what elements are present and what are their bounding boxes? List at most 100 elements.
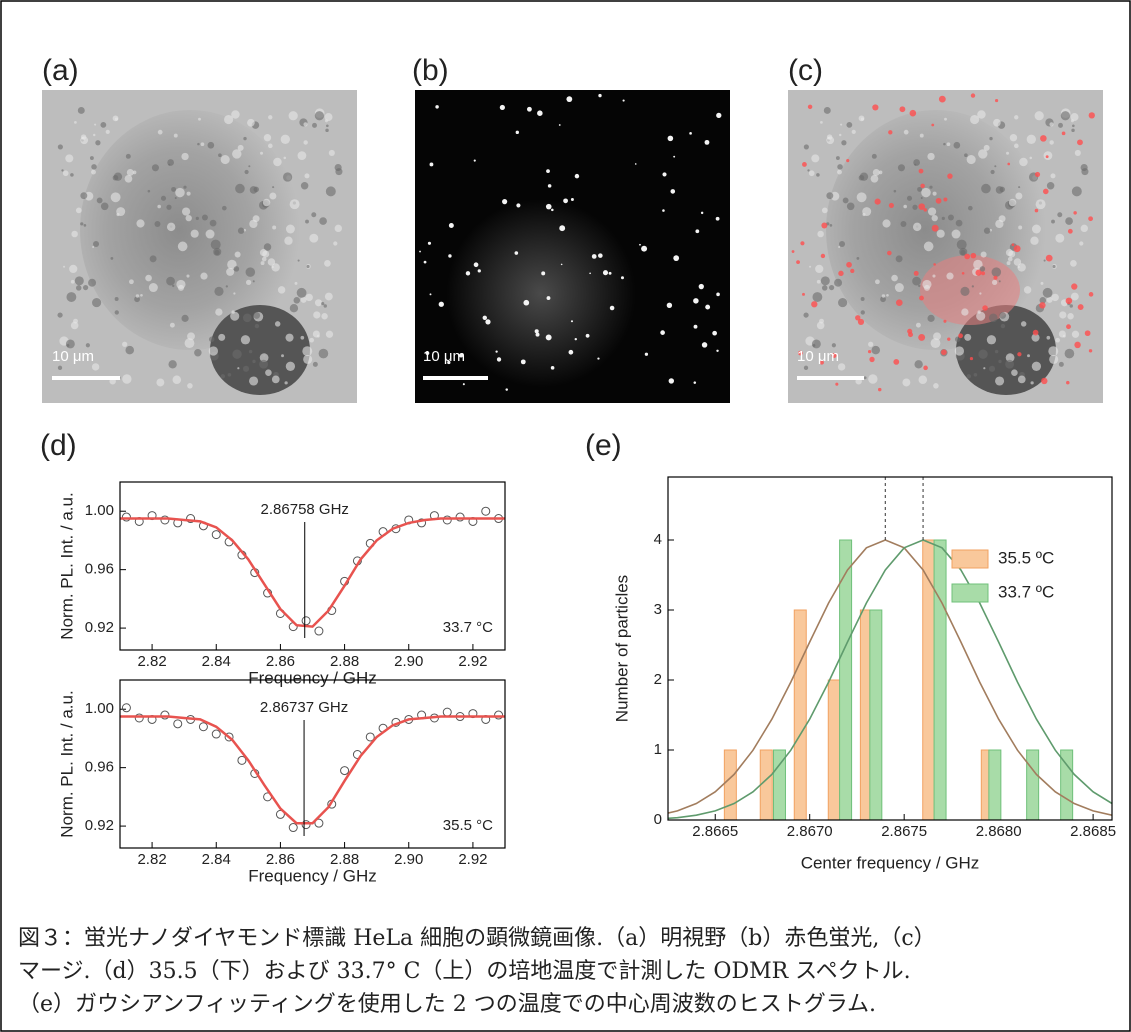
texture (1039, 297, 1047, 304)
particle (716, 292, 720, 297)
texture (991, 267, 1002, 277)
texture (1059, 311, 1067, 319)
texture (978, 349, 988, 359)
particle (831, 353, 837, 358)
particle (1045, 254, 1053, 262)
particle (660, 330, 665, 335)
data-point (134, 713, 144, 723)
texture (271, 263, 280, 272)
texture (224, 114, 234, 125)
texture (954, 336, 961, 343)
texture (88, 278, 97, 287)
texture (941, 216, 945, 221)
particle (1066, 380, 1070, 385)
particle (520, 359, 526, 365)
texture (990, 169, 995, 175)
texture (214, 286, 224, 296)
texture (918, 284, 921, 288)
y-tick-label: 1 (654, 741, 662, 758)
texture (91, 164, 97, 170)
caption-line: （e）ガウシアンフィッティングを使用した 2 つの温度での中心周波数のヒストグラ… (18, 992, 876, 1017)
texture (272, 186, 275, 189)
texture (815, 264, 824, 274)
texture (1046, 182, 1055, 190)
texture (838, 240, 846, 248)
particle (1065, 297, 1073, 305)
texture (1069, 304, 1073, 308)
texture (231, 310, 235, 314)
particle (546, 296, 551, 300)
texture (970, 114, 980, 125)
texture (198, 117, 201, 121)
x-tick-label: 2.90 (394, 851, 423, 868)
particle (1077, 304, 1084, 311)
texture (878, 170, 883, 175)
particle (598, 253, 603, 258)
x-axis-title: Frequency / GHz (248, 866, 377, 885)
texture (105, 129, 110, 134)
texture (166, 222, 176, 232)
texture (1080, 224, 1089, 233)
particle (1007, 162, 1011, 166)
particle (514, 251, 519, 255)
texture (200, 272, 208, 280)
panel-label: (b) (412, 54, 449, 87)
texture (321, 313, 328, 320)
y-axis-title: Norm. PL. Int. / a.u. (57, 492, 76, 639)
data-point (198, 722, 208, 732)
texture (244, 169, 249, 175)
texture (912, 276, 921, 286)
plot-frame (119, 481, 506, 651)
texture (871, 153, 877, 159)
texture (230, 311, 240, 321)
texture (303, 354, 313, 364)
texture (129, 279, 134, 285)
texture (248, 165, 251, 168)
texture (157, 204, 161, 209)
texture (209, 219, 217, 227)
particle (1088, 349, 1093, 353)
texture (870, 174, 879, 183)
texture (986, 335, 997, 345)
particle (1013, 245, 1021, 253)
texture (918, 375, 928, 385)
texture (860, 310, 865, 315)
texture (91, 363, 100, 371)
texture (296, 287, 307, 298)
texture (176, 279, 186, 290)
x-tick-label: 2.82 (137, 653, 166, 670)
data-point (173, 719, 183, 729)
particle (1073, 211, 1077, 215)
texture (829, 224, 833, 227)
texture (263, 134, 272, 142)
texture (837, 363, 846, 371)
texture (838, 133, 842, 137)
bar (1026, 749, 1040, 820)
texture (1058, 122, 1063, 128)
particle (918, 168, 924, 174)
particle (523, 299, 530, 306)
texture (252, 280, 255, 283)
particle (899, 106, 906, 113)
x-tick-label: 2.86 (266, 851, 295, 868)
particle (913, 270, 919, 276)
particle (704, 139, 710, 145)
texture (980, 251, 987, 258)
x-tick-label: 2.84 (202, 851, 231, 868)
particle (427, 241, 432, 245)
texture (284, 236, 293, 245)
particle (673, 155, 676, 158)
texture (134, 296, 140, 303)
particle (907, 328, 913, 334)
texture (305, 293, 313, 302)
plot-frame (667, 476, 1113, 821)
particle (947, 173, 953, 179)
texture (171, 186, 177, 192)
particle (1061, 131, 1066, 136)
texture (863, 376, 867, 380)
texture (259, 353, 269, 363)
y-axis-title: Norm. PL. Int. / a.u. (57, 690, 76, 837)
texture (979, 292, 982, 295)
texture (186, 274, 190, 278)
